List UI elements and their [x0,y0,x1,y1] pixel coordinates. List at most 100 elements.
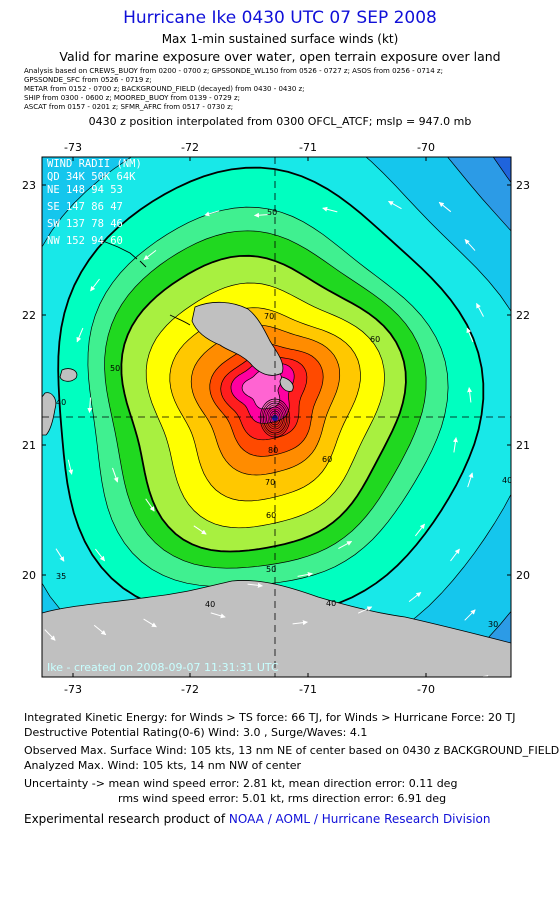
wind-vector [452,437,458,453]
lat-tick-label: 21 [516,439,530,452]
validity-note: Valid for marine exposure over water, op… [59,49,501,64]
subtitle: Max 1-min sustained surface winds (kt) [161,32,399,46]
lat-tick-label: 23 [22,179,36,192]
eyewall-contour [264,404,286,432]
wind-vector [322,206,338,213]
wind-radii-row: NW 152 94 60 [47,235,123,247]
data-source-line: METAR from 0152 - 0700 z; BACKGROUND_FIE… [24,85,305,93]
wind-vector [143,250,157,260]
storm-center-marker [272,415,278,421]
landmass [42,301,511,677]
wind-vector [145,498,155,512]
contour-label: 50 [266,565,276,574]
contour-label: 40 [205,600,215,609]
wind-vector [292,620,308,626]
wind-vector [112,467,119,483]
page-title: Hurricane Ike 0430 UTC 07 SEP 2008 [123,8,437,28]
lon-tick-label: -71 [299,683,317,696]
wind-vector [55,548,65,562]
landmass-hispaniola [42,580,511,677]
wind-vector [438,201,452,213]
data-source-line: GPSSONDE_SFC from 0526 - 0719 z; [24,76,152,84]
isotach-contour [57,166,485,619]
wind-vector [76,327,84,343]
data-source-line: SHIP from 0300 - 0600 z; MOORED_BUOY fro… [24,94,240,102]
wind-radii-header: WIND RADII (NM) [47,158,142,170]
wind-vector [193,525,207,535]
wind-vector [87,397,93,413]
lat-tick-label: 22 [516,309,530,322]
contour-label: 60 [322,455,332,464]
analyzed-max-wind: Analyzed Max. Wind: 105 kts, 14 nm NW of… [24,759,302,772]
wind-vector [476,302,484,317]
landmass-caicos [191,301,284,376]
lon-tick-label: -70 [417,683,435,696]
isotach-contours [42,157,511,677]
credit-text: Ike - created on 2008-09-07 11:31:31 UTC [47,661,279,674]
small-islands [99,239,191,326]
eyewall-contour [266,406,284,430]
contour-label: 50 [110,364,120,373]
lat-tick-label: 23 [516,179,530,192]
wind-vector [143,618,157,628]
wind-vector [464,239,476,251]
product-credit-prefix: Experimental research product of [24,812,229,826]
isotach-contour [220,354,308,441]
landmass-inagua [59,368,78,382]
wind-vector [464,609,476,621]
isotach-contour [169,307,361,502]
lat-tick-label: 21 [22,439,36,452]
lon-tick-label: -73 [64,683,82,696]
lon-tick-label: -73 [64,141,82,154]
wind-vector [467,472,474,488]
wind-vector [408,592,422,602]
lat-tick-label: 20 [22,569,36,582]
contour-label: 50 [267,208,277,217]
product-credit: Experimental research product of NOAA / … [24,812,490,826]
wind-radii-header: QD 34K 50K 64K [47,171,136,183]
isotach-contour [87,206,449,587]
wind-vector [297,571,313,577]
plot-frame [41,156,512,678]
contour-label: 40 [502,476,512,485]
landmass-bahamas-west [42,392,57,436]
contour-label: 80 [268,446,278,455]
wind-vector [90,278,100,292]
wind-vector [67,459,74,475]
wind-vector [247,582,263,588]
dpr-text: Destructive Potential Rating(0-6) Wind: … [24,726,368,739]
lon-tick-label: -72 [181,141,199,154]
wind-vector [338,540,353,550]
contour-label: 60 [266,511,276,520]
wind-speed-bands [42,157,511,677]
lon-tick-label: -72 [181,683,199,696]
wind-vector [204,210,220,217]
wind-radii-row: NE 148 94 53 [47,184,123,196]
position-note: 0430 z position interpolated from 0300 O… [88,115,472,128]
lat-tick-label: 20 [516,569,530,582]
wind-radii-row: SW 137 78 46 [47,218,123,230]
wind-vector [357,606,373,614]
isotach-contour [120,254,407,553]
wind-vector [254,212,270,218]
wind-vector [93,624,107,636]
island-chain [169,314,191,326]
wind-vector [415,523,425,537]
wind-vectors [44,200,489,677]
contour-label: 35 [56,572,66,581]
isotach-contour [145,282,385,529]
contour-label: 30 [488,620,498,629]
landmass-turks [279,376,294,392]
contour-label: 70 [265,478,275,487]
isotach-contour [190,324,341,476]
contour-label: 40 [56,398,66,407]
wind-vector [95,548,105,562]
island-chain [99,239,147,268]
wind-vector [44,629,56,641]
wind-vector [450,548,460,562]
axes: -73 -73 -72 -72 -71 -71 -70 -70 23 23 22 22 21 21 20 20 [22,141,530,696]
lat-tick-label: 22 [22,309,36,322]
observed-max-wind: Observed Max. Surface Wind: 105 kts, 13 … [24,744,560,757]
hrd-link[interactable]: NOAA / AOML / Hurricane Research Divisio… [228,812,491,826]
wind-map: 30 40 40 40 40 50 50 50 60 60 60 70 70 80 35 WIND RADI… [22,141,530,696]
